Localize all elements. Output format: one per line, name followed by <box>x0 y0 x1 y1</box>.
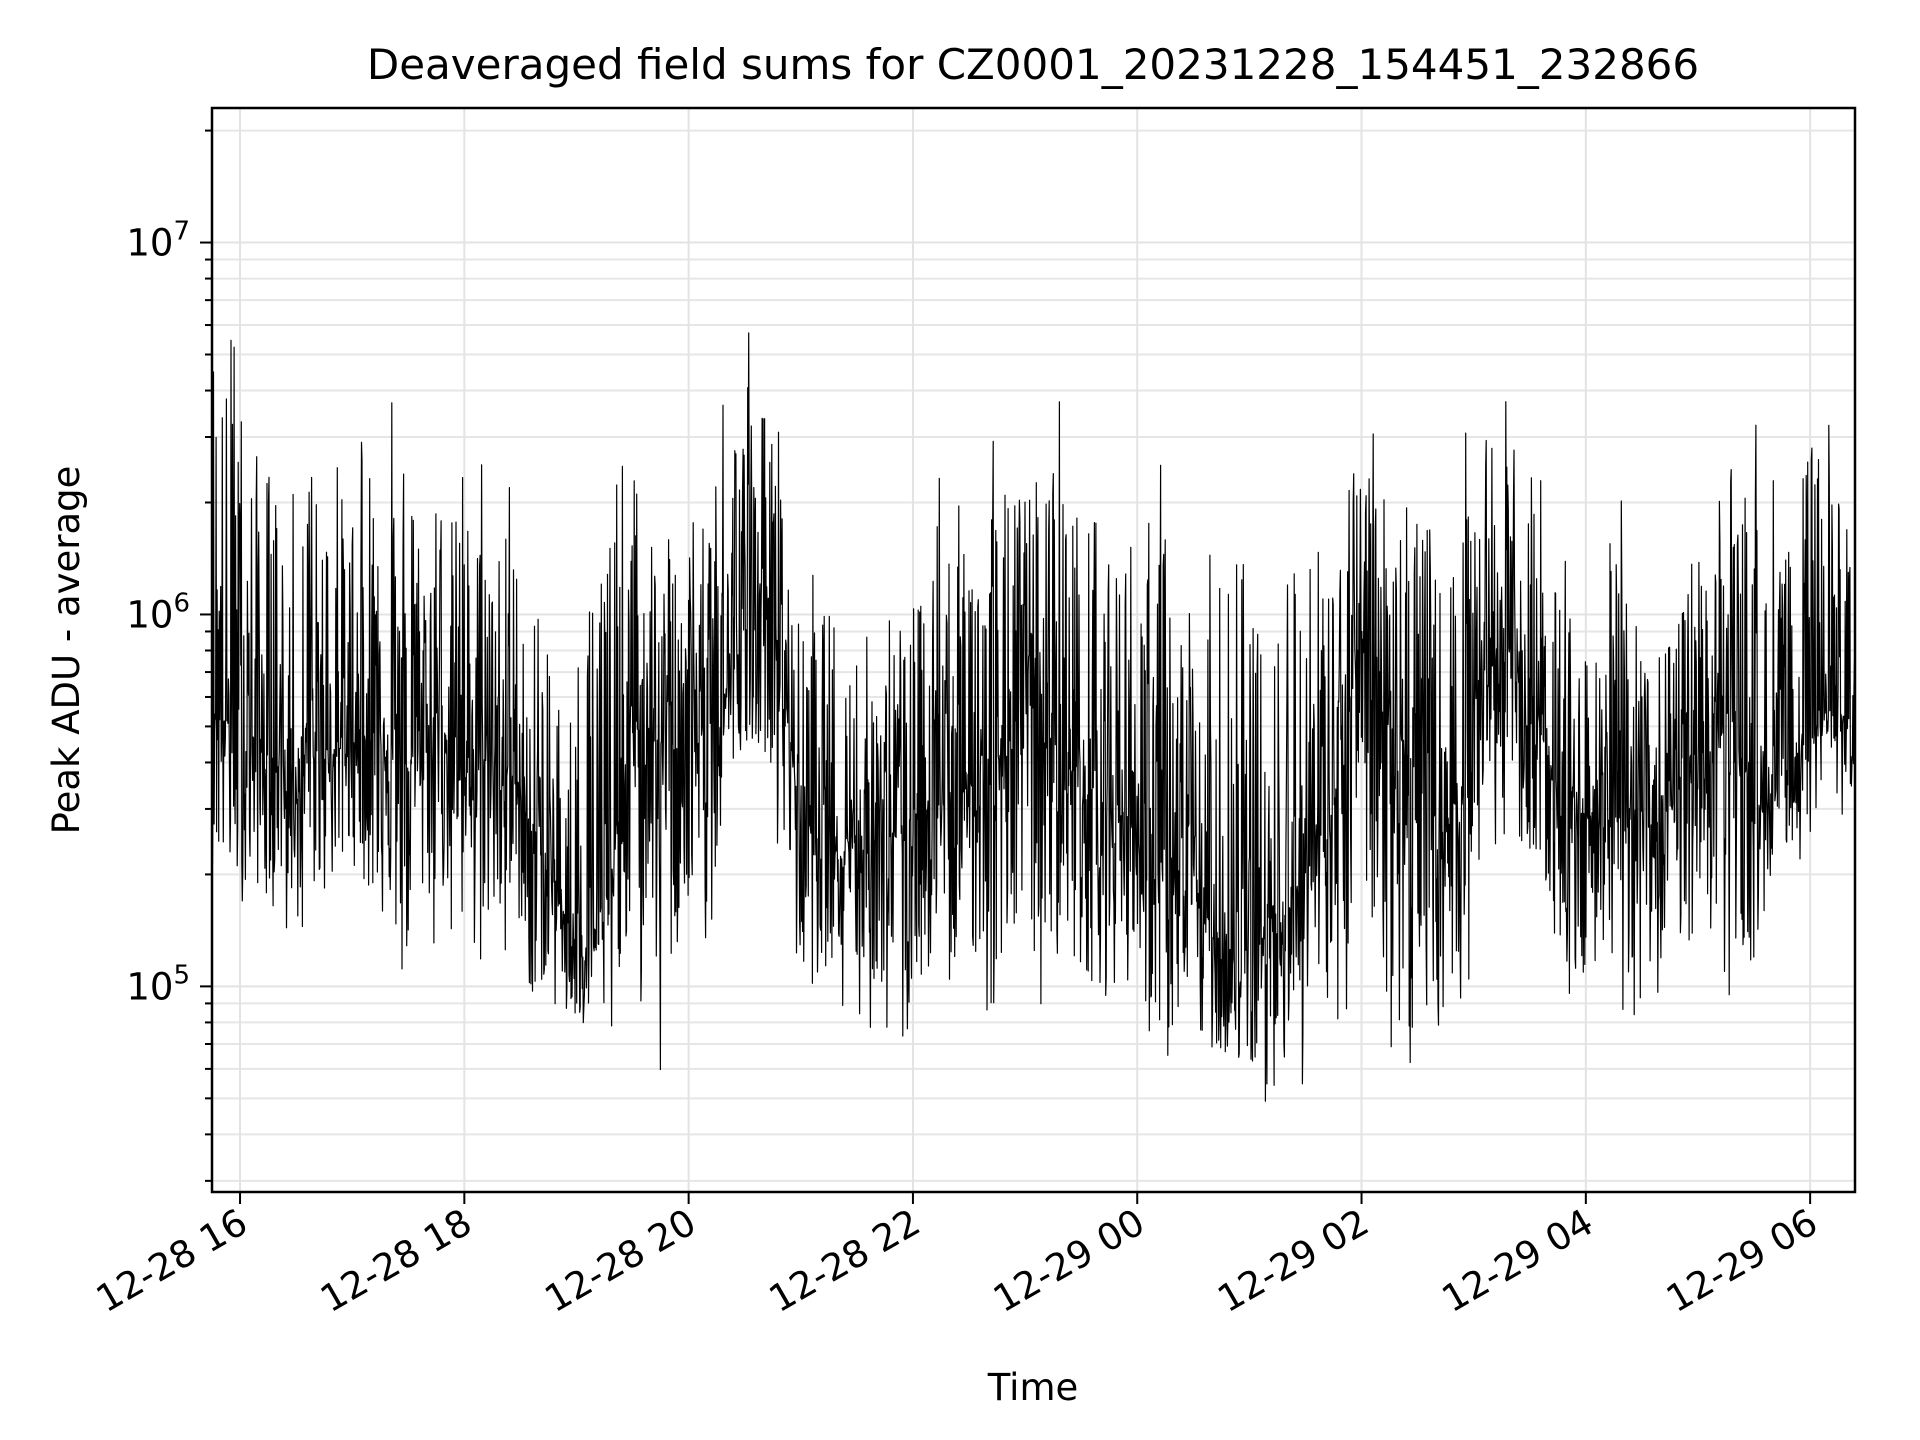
x-axis-label: Time <box>987 1366 1079 1409</box>
y-tick-label: 106 <box>126 588 190 636</box>
series-layer <box>211 332 1856 1102</box>
series-line <box>211 332 1856 1102</box>
y-tick-label: 105 <box>126 960 190 1008</box>
chart-title: Deaveraged field sums for CZ0001_2023122… <box>367 40 1699 89</box>
y-tick-label: 107 <box>126 217 190 265</box>
y-axis-label: Peak ADU - average <box>45 466 88 835</box>
